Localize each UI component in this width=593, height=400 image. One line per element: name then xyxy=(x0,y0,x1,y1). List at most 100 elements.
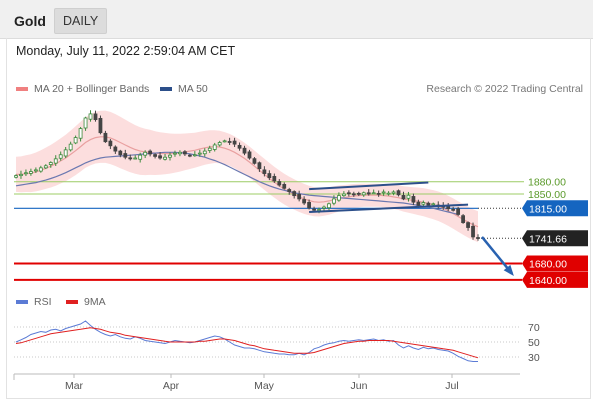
legend-bollinger: MA 20 + Bollinger Bands xyxy=(16,83,149,95)
candle-body xyxy=(187,154,192,157)
candle-body xyxy=(19,173,23,177)
candle-body xyxy=(43,165,48,169)
candle-body xyxy=(327,203,331,209)
candle-body xyxy=(227,141,232,143)
candle-body xyxy=(168,154,172,158)
candle-body xyxy=(14,175,18,178)
candle-body xyxy=(341,193,346,197)
projection-arrow-line xyxy=(481,236,513,275)
candle-body xyxy=(361,192,366,196)
candle-body xyxy=(237,144,242,149)
candle-body xyxy=(148,150,153,155)
candle-body xyxy=(108,140,113,147)
candles-group xyxy=(14,110,480,241)
chart-header: Gold DAILY xyxy=(0,0,593,39)
candle-body xyxy=(322,206,326,209)
pivot-level-tag xyxy=(522,200,588,217)
last-price-tag xyxy=(522,230,588,247)
candle-body xyxy=(262,169,267,174)
candle-body xyxy=(128,157,133,160)
candle-body xyxy=(183,151,187,155)
candle-body xyxy=(297,194,302,200)
candle-body xyxy=(337,195,341,201)
rsi-tick-label: 50 xyxy=(528,337,540,349)
candle-body xyxy=(163,156,167,160)
candle-body xyxy=(24,172,28,175)
chart-panel xyxy=(6,38,591,399)
candle-body xyxy=(73,137,78,144)
candle-body xyxy=(391,191,396,194)
candle-body xyxy=(178,151,182,155)
candle-body xyxy=(287,189,292,192)
candle-body xyxy=(68,143,73,151)
rsi-swatch xyxy=(16,300,28,304)
resistance-level-label: 1850.00 xyxy=(528,189,566,201)
candle-body xyxy=(113,146,118,152)
candle-body xyxy=(386,192,391,195)
legend-bollinger-label: MA 20 + Bollinger Bands xyxy=(34,83,150,95)
timestamp: Monday, July 11, 2022 2:59:04 AM CET xyxy=(16,44,236,58)
candle-body xyxy=(242,147,247,154)
candle-body xyxy=(158,155,162,159)
candle-body xyxy=(332,198,336,204)
pattern-upper-trendline xyxy=(309,181,429,191)
x-axis-tick-label: May xyxy=(254,380,275,392)
candle-body xyxy=(83,117,88,129)
x-axis-tick-label: Jun xyxy=(351,380,368,392)
candle-body xyxy=(207,147,212,151)
ma50-swatch xyxy=(160,87,172,91)
candle-body xyxy=(78,128,83,139)
candle-body xyxy=(371,192,376,195)
levels-group xyxy=(14,181,524,281)
candle-body xyxy=(232,140,237,145)
ma20-line xyxy=(16,136,479,228)
candle-body xyxy=(471,225,475,238)
candle-body xyxy=(466,222,470,228)
candle-body xyxy=(356,192,361,195)
candle-body xyxy=(192,154,197,157)
legend-rsi-ma: 9MA xyxy=(66,296,106,308)
x-axis-tick-label: Jul xyxy=(445,380,458,392)
rsi-group: 70 50 30 xyxy=(14,320,540,364)
x-axis-tick-label: Mar xyxy=(65,380,84,392)
projection-arrow-head xyxy=(503,264,514,277)
candle-body xyxy=(98,117,103,134)
annotations-group xyxy=(309,181,514,277)
candle-body xyxy=(173,152,177,155)
resistance-level-label: 1880.00 xyxy=(528,177,566,189)
moving-averages-group xyxy=(15,136,479,228)
candle-body xyxy=(53,158,58,164)
ma50-line xyxy=(15,151,459,215)
candle-body xyxy=(312,208,316,211)
candle-body xyxy=(366,192,371,195)
x-axis-group: Mar Apr May Jun Jul xyxy=(13,373,520,392)
timeframe-tab[interactable]: DAILY xyxy=(54,8,108,34)
support-level-label: 1680.00 xyxy=(529,258,567,270)
bollinger-swatch xyxy=(16,87,28,91)
legend-rsi-label: RSI xyxy=(34,296,52,308)
candle-body xyxy=(277,181,282,186)
candle-body xyxy=(29,171,33,174)
support-level-label: 1640.00 xyxy=(529,275,567,287)
candle-body xyxy=(252,158,257,164)
candle-body xyxy=(118,150,123,156)
candle-body xyxy=(461,215,465,224)
rsi-line xyxy=(15,320,478,362)
candle-body xyxy=(257,162,262,170)
candle-body xyxy=(48,162,53,165)
candle-body xyxy=(282,183,287,189)
candle-body xyxy=(421,202,426,205)
candle-body xyxy=(202,150,207,155)
last-price-label: 1741.66 xyxy=(529,233,567,245)
candle-body xyxy=(143,151,148,156)
candle-body xyxy=(406,194,411,199)
legend-rsi: RSI xyxy=(16,296,52,308)
candle-body xyxy=(58,154,63,159)
candle-body xyxy=(133,157,138,160)
candle-body xyxy=(217,142,222,146)
legend-ma50-label: MA 50 xyxy=(178,83,208,95)
candle-body xyxy=(431,203,436,206)
candle-body xyxy=(197,152,202,155)
